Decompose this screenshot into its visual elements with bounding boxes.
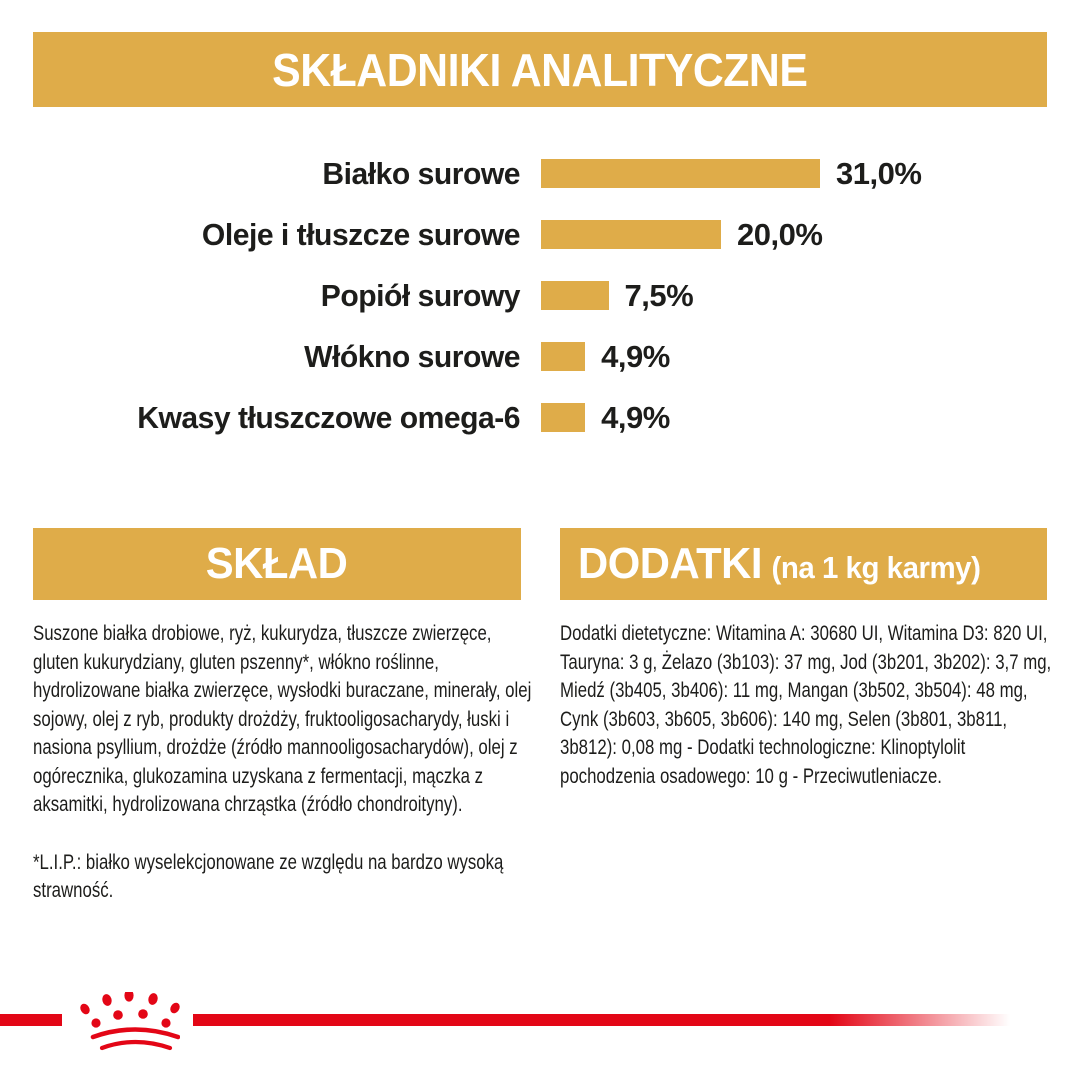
bar [541, 281, 609, 310]
analytical-constituents-banner: SKŁADNIKI ANALITYCZNE [33, 32, 1047, 107]
bar-value: 7,5% [624, 278, 694, 313]
composition-body: Suszone białka drobiowe, ryż, kukurydza,… [33, 620, 537, 906]
analytical-constituents-chart: Białko surowe 31,0% Oleje i tłuszcze surow… [0, 156, 1080, 464]
composition-section-header: SKŁAD [33, 528, 521, 600]
additives-title: DODATKI [578, 539, 762, 588]
bar-label: Białko surowe [322, 156, 520, 191]
brand-stripe-right [193, 1014, 1010, 1026]
bar-value: 4,9% [601, 400, 670, 435]
additives-text: Dodatki dietetyczne: Witamina A: 30680 U… [560, 622, 1052, 788]
chart-row: Oleje i tłuszcze surowe 20,0% [0, 217, 1080, 252]
bar-value: 4,9% [601, 339, 670, 374]
bar [541, 403, 586, 432]
bar-label: Popiół surowy [320, 278, 521, 313]
composition-title: SKŁAD [206, 539, 348, 588]
bar-label: Włókno surowe [304, 339, 520, 374]
additives-title-suffix: (na 1 kg karmy) [771, 550, 981, 585]
brand-stripe-left [0, 1014, 62, 1026]
chart-row: Kwasy tłuszczowe omega-6 4,9% [0, 400, 1080, 435]
bar-label: Oleje i tłuszcze surowe [201, 217, 521, 252]
bar [541, 159, 820, 188]
chart-row: Białko surowe 31,0% [0, 156, 1080, 191]
royal-canin-crown-icon [80, 992, 180, 1051]
bar-value: 20,0% [737, 217, 823, 252]
bar-value: 31,0% [836, 156, 922, 191]
bar [541, 220, 721, 249]
additives-title-wrap: DODATKI (na 1 kg karmy) [578, 539, 981, 589]
lip-footnote: *L.I.P.: białko wyselekcjonowane ze wzgl… [33, 850, 504, 903]
additives-body: Dodatki dietetyczne: Witamina A: 30680 U… [560, 620, 1064, 791]
bar-label: Kwasy tłuszczowe omega-6 [137, 400, 520, 435]
bar [541, 342, 586, 371]
additives-section-header: DODATKI (na 1 kg karmy) [560, 528, 1047, 600]
page-title: SKŁADNIKI ANALITYCZNE [272, 43, 808, 96]
chart-row: Popiół surowy 7,5% [0, 278, 1080, 313]
composition-text: Suszone białka drobiowe, ryż, kukurydza,… [33, 622, 532, 816]
chart-row: Włókno surowe 4,9% [0, 339, 1080, 374]
